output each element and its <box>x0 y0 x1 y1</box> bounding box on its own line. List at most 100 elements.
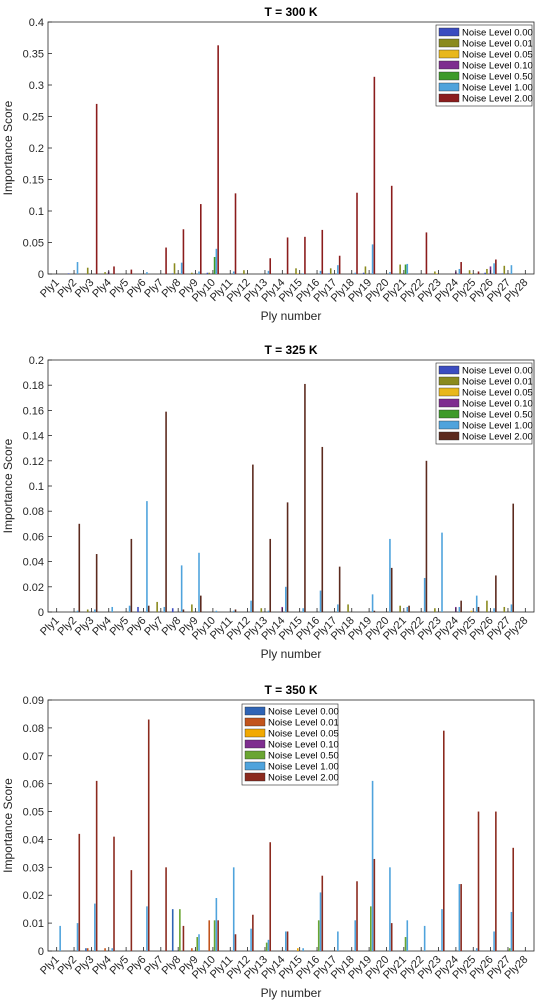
legend-swatch <box>438 387 460 397</box>
y-tick-label: 0.16 <box>23 405 44 417</box>
y-tick-label: 0.05 <box>23 238 44 250</box>
bar <box>371 780 374 951</box>
bar <box>373 610 376 612</box>
bar <box>182 609 185 612</box>
legend-entry: Noise Level 0.05 <box>462 388 533 399</box>
bar <box>406 606 409 612</box>
chart-2: T = 325 K 0 0.02 0.04 0.06 0.08 0.1 0.12 0.14 0.1… <box>1 343 535 661</box>
bar <box>512 847 515 951</box>
bar <box>234 193 237 274</box>
bar <box>501 273 504 274</box>
bar <box>286 931 289 951</box>
bar <box>250 928 252 951</box>
y-tick-label: 0.35 <box>23 49 44 61</box>
bar <box>297 273 299 274</box>
legend-swatch <box>438 376 460 386</box>
bar <box>265 942 268 951</box>
bar <box>434 608 436 612</box>
bar <box>147 719 150 951</box>
bar <box>441 909 443 951</box>
legend-entry: Noise Level 1.00 <box>462 421 533 432</box>
bar <box>130 870 133 951</box>
bar <box>95 554 98 612</box>
bar <box>406 263 409 274</box>
bar <box>171 273 174 274</box>
bar <box>295 268 297 274</box>
y-tick-label: 0.08 <box>23 506 44 518</box>
bar <box>458 268 461 274</box>
bar <box>362 272 365 274</box>
bar <box>475 948 478 951</box>
bar <box>337 931 339 951</box>
bar <box>468 270 471 274</box>
bar <box>128 605 131 612</box>
bar <box>85 948 87 951</box>
bar <box>76 923 79 951</box>
y-tick-label: 0.04 <box>23 557 44 569</box>
bar <box>435 273 438 274</box>
bar <box>442 730 445 951</box>
legend-swatch <box>438 60 460 70</box>
bar <box>441 532 443 612</box>
bar <box>458 884 461 951</box>
y-tick-label: 0.04 <box>23 834 44 846</box>
bar <box>243 270 245 274</box>
bar <box>337 265 339 274</box>
bar <box>389 867 391 951</box>
legend-entry: Noise Level 0.00 <box>462 28 533 39</box>
legend-entry: Noise Level 2.00 <box>268 773 339 784</box>
legend-swatch <box>244 750 266 760</box>
bar <box>217 920 219 951</box>
bar <box>111 606 114 612</box>
bar <box>508 948 511 951</box>
bar <box>208 272 211 274</box>
bar <box>460 884 462 951</box>
bar <box>321 229 324 274</box>
bar <box>269 538 272 612</box>
bar <box>232 867 235 951</box>
legend-swatch <box>244 706 266 716</box>
legend-swatch <box>244 772 266 782</box>
y-tick-label: 0.06 <box>23 779 44 791</box>
legend-entry: Noise Level 0.01 <box>462 39 533 50</box>
bar <box>356 881 358 951</box>
legend-swatch <box>244 739 266 749</box>
legend-entry: Noise Level 0.10 <box>462 399 533 410</box>
legend-swatch <box>438 93 460 103</box>
x-axis-label: Ply number <box>261 309 322 323</box>
y-tick-label: 0.1 <box>29 481 44 493</box>
bar <box>67 273 70 274</box>
legend-swatch <box>438 27 460 37</box>
bar <box>354 272 357 274</box>
legend-swatch <box>438 71 460 81</box>
chart-title: T = 300 K <box>264 5 317 19</box>
legend-entry: Noise Level 0.01 <box>268 718 339 729</box>
bar <box>171 909 174 951</box>
bar <box>286 237 289 274</box>
bar <box>250 600 252 612</box>
bar <box>356 192 358 274</box>
bar <box>76 610 79 612</box>
bar <box>458 606 461 612</box>
chart-title: T = 350 K <box>264 683 317 697</box>
y-tick-label: 0.3 <box>29 80 44 92</box>
bar <box>260 608 263 612</box>
bar <box>267 610 270 612</box>
bar <box>137 606 139 612</box>
legend-entry: Noise Level 0.00 <box>268 707 339 718</box>
bar <box>328 273 330 274</box>
bar <box>495 575 497 612</box>
chart-3: T = 350 K 0 0.01 0.02 0.03 0.04 0.05 0.06 0.07 0.… <box>1 683 535 1000</box>
bar <box>364 266 367 274</box>
bar <box>165 867 167 951</box>
bar <box>503 606 506 612</box>
bar <box>232 610 235 612</box>
y-tick-label: 0.03 <box>23 862 44 874</box>
bar <box>302 608 304 612</box>
y-tick-label: 0.14 <box>23 431 44 443</box>
bar <box>104 948 106 951</box>
bar <box>215 898 218 951</box>
bar <box>484 272 486 274</box>
